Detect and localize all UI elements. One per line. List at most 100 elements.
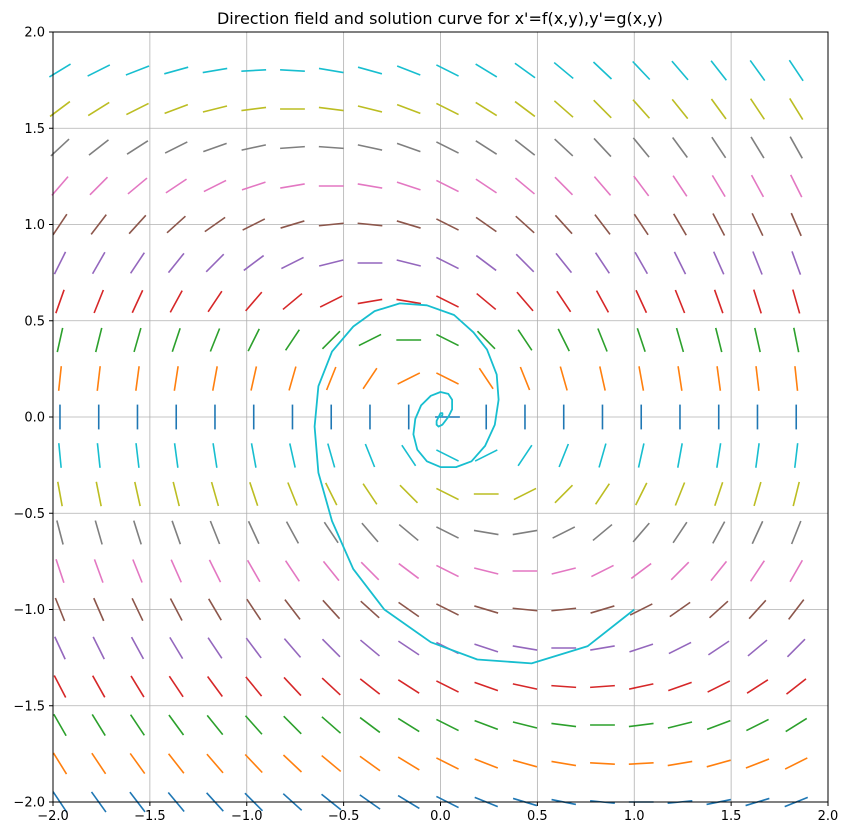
field-segment [789,559,804,583]
solution-curve-group [313,302,635,665]
field-segment [87,64,111,77]
field-segment [396,181,421,191]
x-tick-label: 0.0 [430,809,451,824]
field-segment [247,520,260,545]
field-segment [551,567,576,575]
field-segment [357,183,383,189]
field-segment [250,443,257,468]
field-segment [637,443,645,468]
field-segment [793,443,799,468]
field-segment [396,220,421,229]
field-segment [628,722,654,728]
field-segment [397,756,420,771]
field-segment [324,482,338,506]
field-segment [514,177,536,195]
field-segment [785,717,808,733]
field-segment [512,529,538,536]
field-segment [91,752,107,775]
field-segment [474,605,499,614]
field-segment [173,443,179,468]
field-segment [436,64,459,77]
x-tick-label: −1.0 [231,809,263,824]
field-segment [126,140,149,155]
field-segment [50,138,70,157]
field-segment [360,600,380,619]
field-segment [209,520,221,545]
y-tick-label: 1.0 [24,218,45,233]
field-segment [635,289,648,314]
field-segment [281,256,304,270]
field-segment [789,174,803,198]
field-segment [399,484,419,504]
field-segment [632,522,650,543]
field-segment [169,290,183,313]
field-segment [707,680,731,693]
field-segment [512,721,538,729]
field-segment [359,639,381,657]
field-segment [706,759,731,768]
field-segment [789,98,804,120]
field-segment [553,61,574,80]
field-segment [512,683,538,690]
field-segment [710,560,728,582]
field-segment [711,136,727,159]
field-segment [169,598,183,621]
field-segment [58,443,62,468]
field-segment [92,636,105,660]
field-segment [244,715,263,735]
field-segment [208,559,222,583]
field-segment [131,597,144,622]
field-segment [514,100,536,118]
field-segment [716,443,722,468]
field-segment [284,599,301,620]
field-segment [436,526,459,539]
field-segment [752,289,762,314]
field-segment [595,290,610,313]
field-segment [131,289,144,314]
field-segment [283,715,302,735]
field-segment [512,759,538,768]
field-segment [245,291,263,312]
field-segment [57,366,63,391]
field-segment [212,443,218,468]
field-segment [474,643,499,653]
field-segment [206,676,223,697]
field-segment [555,252,573,274]
field-segment [748,599,767,620]
field-segment [53,251,67,275]
field-segment [788,59,804,82]
x-axis-ticks: −2.0 −1.5 −1.0 −0.5 0.0 0.5 1.0 1.5 2.0 [37,802,838,824]
field-segment [133,327,142,353]
field-segment [55,289,65,314]
field-segment [436,333,459,347]
field-segment [168,675,184,698]
field-segment [398,562,420,580]
field-segment [677,366,683,391]
field-segment [206,753,224,774]
field-segment [284,329,301,351]
field-segment [755,443,760,468]
field-segment [321,638,341,658]
field-segment [474,449,498,462]
field-segment [475,254,497,272]
field-segment [628,762,654,765]
field-segment [361,522,379,543]
field-segment [629,643,654,653]
field-segment [172,481,181,507]
field-segment [593,176,612,196]
field-segment [436,564,459,578]
field-segment [202,67,228,74]
x-tick-label: 1.0 [624,809,645,824]
field-segment [599,366,606,391]
field-segment [474,719,499,731]
field-segment [551,722,577,728]
field-segment [476,330,496,350]
field-segment [358,333,382,347]
field-segment [750,174,765,198]
field-segment [752,251,763,275]
field-segment [165,178,187,194]
field-segment [633,175,650,197]
field-segment [396,259,421,267]
field-segment [401,444,417,467]
field-segment [247,328,260,352]
